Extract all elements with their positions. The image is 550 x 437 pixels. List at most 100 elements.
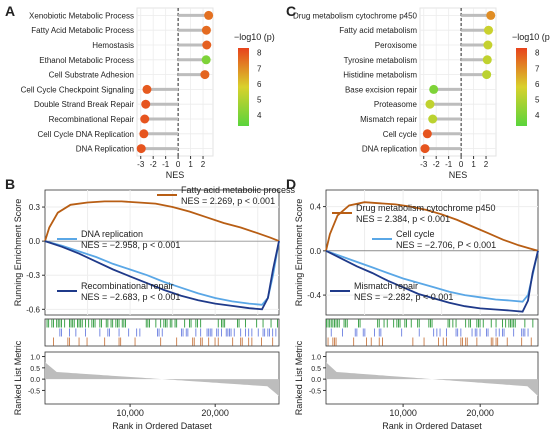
gene-hit-mark bbox=[460, 337, 462, 346]
gene-hit-mark bbox=[418, 328, 420, 337]
gene-hit-mark bbox=[465, 319, 467, 328]
gene-hit-mark bbox=[118, 319, 120, 328]
gene-hit-mark bbox=[428, 319, 430, 328]
colorbar-bar bbox=[238, 48, 249, 126]
gene-hit-mark bbox=[200, 337, 202, 346]
gene-hit-mark bbox=[460, 328, 462, 337]
gene-hit-mark bbox=[128, 328, 130, 337]
gene-hit-mark bbox=[115, 319, 117, 328]
gene-hit-mark bbox=[439, 328, 441, 337]
x-tick-label: 20,000 bbox=[201, 408, 229, 418]
gene-hit-mark bbox=[240, 328, 242, 337]
gene-hit-mark bbox=[99, 328, 101, 337]
gene-hit-mark bbox=[118, 328, 120, 337]
gene-hit-mark bbox=[70, 319, 72, 328]
gene-hit-mark bbox=[431, 319, 433, 328]
gene-hit-mark bbox=[486, 328, 487, 337]
gene-hit-mark bbox=[93, 319, 94, 328]
gene-hit-mark bbox=[495, 328, 497, 337]
gene-hit-mark bbox=[446, 328, 447, 337]
metric-tick-label: 0.0 bbox=[30, 377, 40, 384]
gene-hit-mark bbox=[189, 319, 190, 328]
gene-hit-mark bbox=[468, 319, 470, 328]
gene-hit-mark bbox=[462, 337, 463, 346]
gene-hit-mark bbox=[366, 337, 367, 346]
gene-hit-mark bbox=[217, 319, 219, 328]
gene-hit-mark bbox=[73, 319, 75, 328]
gene-hit-mark bbox=[176, 337, 178, 346]
gene-hit-mark bbox=[165, 319, 166, 328]
gene-hit-mark bbox=[187, 328, 189, 337]
gene-hit-mark bbox=[393, 319, 395, 328]
gene-hit-mark bbox=[476, 337, 478, 346]
gene-hit-mark bbox=[51, 319, 53, 328]
gene-hit-mark bbox=[335, 319, 337, 328]
category-label: Mismatch repair bbox=[360, 115, 417, 124]
gene-hit-mark bbox=[197, 319, 198, 328]
panel-a-lollipop: Xenobiotic Metabolic Process Fatty Acid M… bbox=[21, 7, 275, 180]
gene-hit-mark bbox=[377, 319, 379, 328]
colorbar-tick-label: 7 bbox=[257, 64, 262, 73]
gene-hit-mark bbox=[362, 328, 364, 337]
gene-hit-mark bbox=[80, 319, 82, 328]
gene-hit-mark bbox=[470, 319, 471, 328]
category-label: Cell Cycle Checkpoint Signaling bbox=[21, 85, 134, 94]
gene-hit-mark bbox=[506, 337, 508, 346]
gene-hit-mark bbox=[110, 319, 112, 328]
gene-hit-mark bbox=[329, 319, 331, 328]
gene-hit-mark bbox=[169, 319, 171, 328]
gene-hit-mark bbox=[476, 319, 478, 328]
y-tick-label: -0.4 bbox=[307, 291, 321, 300]
gene-hit-mark bbox=[354, 328, 356, 337]
gene-hit-mark bbox=[498, 328, 500, 337]
y-axis-title: Running Enrichment Score bbox=[13, 199, 23, 307]
x-tick-label: -2 bbox=[433, 160, 441, 169]
gene-hit-mark bbox=[332, 319, 334, 328]
lollipop-dot bbox=[140, 114, 150, 124]
legend-label: Drug metabolism cytochrome p450 bbox=[356, 203, 496, 213]
category-label: Tyrosine metabolism bbox=[344, 56, 418, 65]
gene-hit-mark bbox=[200, 328, 202, 337]
gene-hit-mark bbox=[160, 319, 162, 328]
gene-hit-mark bbox=[447, 319, 449, 328]
metric-tick-label: 1.0 bbox=[30, 355, 40, 362]
gene-hit-mark bbox=[112, 319, 114, 328]
gene-hit-mark bbox=[200, 319, 202, 328]
gene-hit-mark bbox=[181, 328, 182, 337]
panel-label-b: B bbox=[5, 176, 15, 192]
gene-hit-mark bbox=[343, 319, 345, 328]
gene-hit-mark bbox=[398, 319, 399, 328]
gene-hit-mark bbox=[359, 319, 361, 328]
gene-hit-mark bbox=[495, 319, 497, 328]
panel-label-a: A bbox=[5, 3, 15, 19]
gene-hit-mark bbox=[386, 319, 388, 328]
gene-hit-mark bbox=[184, 319, 186, 328]
metric-tick-label: -0.5 bbox=[28, 388, 40, 395]
gene-hit-mark bbox=[56, 319, 58, 328]
gene-hit-mark bbox=[99, 319, 101, 328]
gene-hit-mark bbox=[209, 328, 211, 337]
gene-hit-mark bbox=[225, 328, 227, 337]
y-tick-label: -0.6 bbox=[26, 305, 40, 314]
x-tick-label: 1 bbox=[471, 160, 476, 169]
gene-hit-mark bbox=[216, 328, 218, 337]
gene-hit-mark bbox=[78, 319, 80, 328]
x-tick-label: -1 bbox=[445, 160, 453, 169]
y-tick-label: 0.0 bbox=[310, 247, 322, 256]
gene-hit-mark bbox=[86, 337, 88, 346]
gene-hit-mark bbox=[330, 319, 332, 328]
gene-hit-mark bbox=[502, 328, 503, 337]
category-label: Hemostasis bbox=[92, 41, 134, 50]
gene-hit-mark bbox=[230, 328, 232, 337]
y-tick-label: 0.3 bbox=[29, 203, 41, 212]
gene-hit-mark bbox=[201, 337, 203, 346]
gene-hit-mark bbox=[182, 328, 184, 337]
gene-hit-mark bbox=[117, 319, 118, 328]
gene-hit-mark bbox=[269, 328, 270, 337]
gene-hit-mark bbox=[109, 328, 110, 337]
gene-hit-mark bbox=[256, 319, 258, 328]
gene-hit-mark bbox=[476, 328, 478, 337]
x-axis-title: NES bbox=[449, 170, 468, 180]
gene-hit-mark bbox=[412, 337, 414, 346]
gene-hit-mark bbox=[206, 328, 208, 337]
